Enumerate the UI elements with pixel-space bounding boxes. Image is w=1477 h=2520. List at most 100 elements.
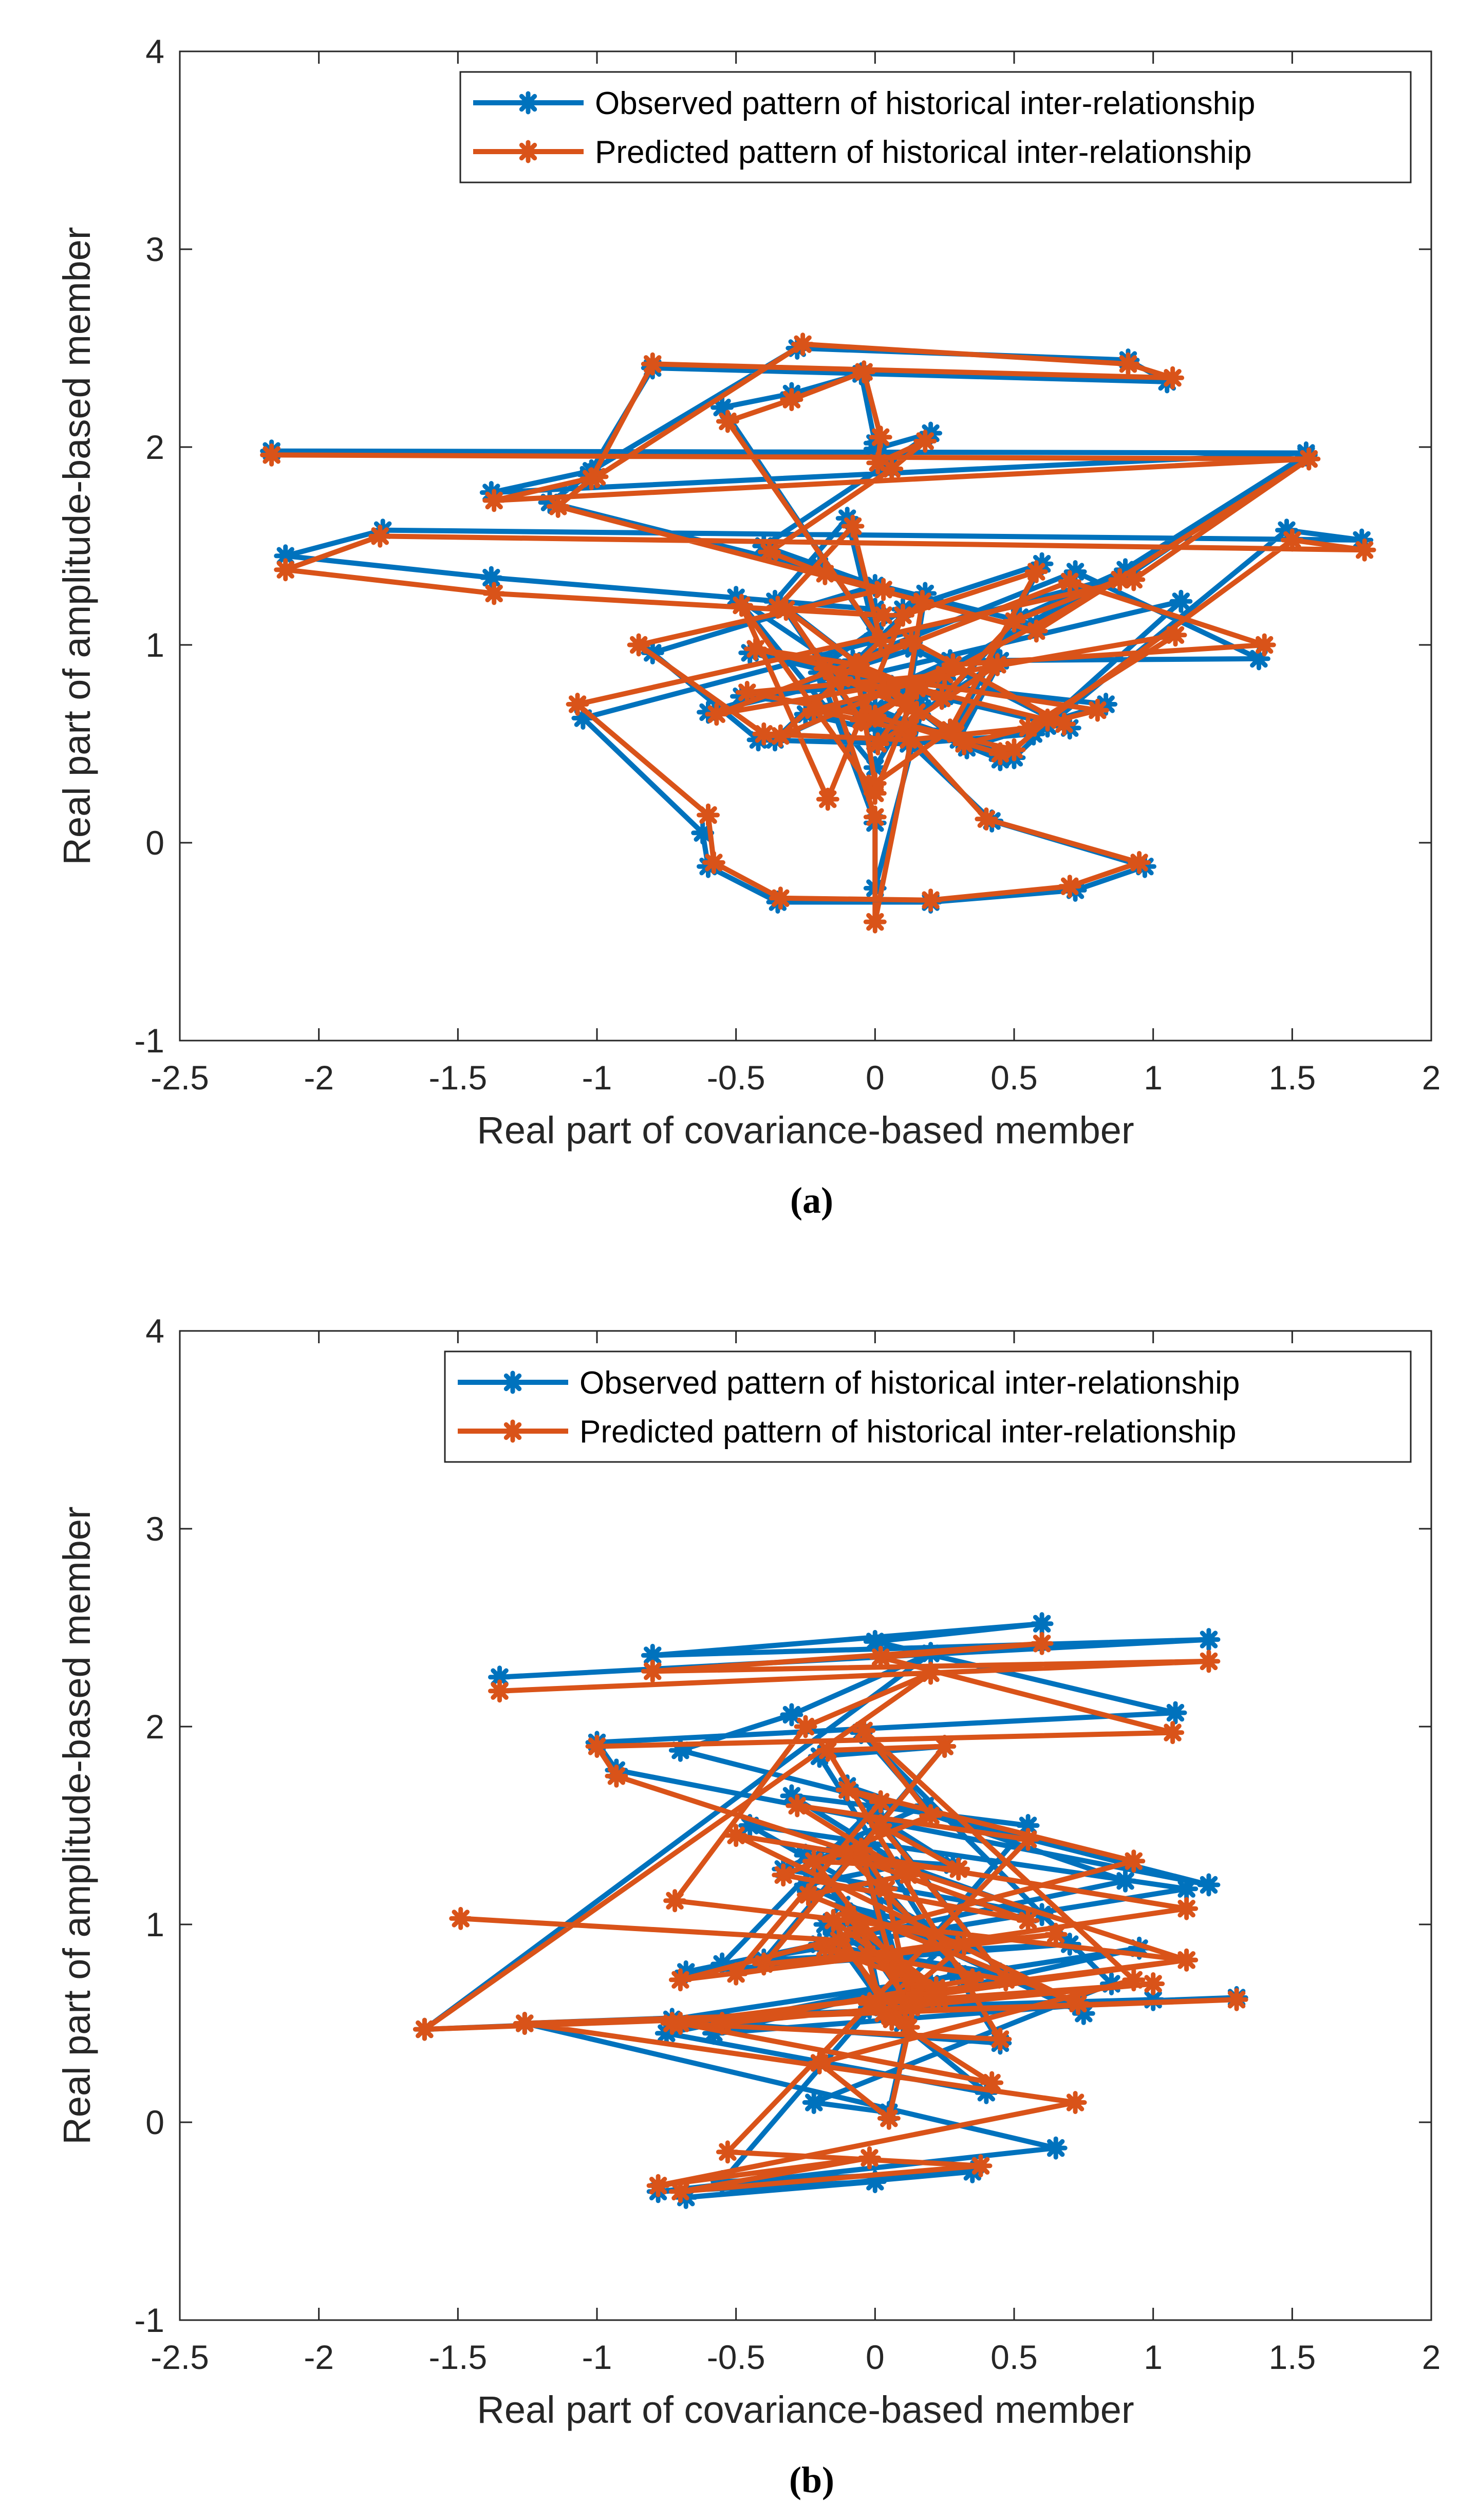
observed-point <box>1172 592 1190 610</box>
predicted-point <box>855 1721 873 1740</box>
predicted-point <box>818 790 837 808</box>
observed-point <box>1046 2139 1065 2157</box>
predicted-point <box>727 1826 745 1845</box>
predicted-point <box>1069 1994 1088 2013</box>
predicted-point <box>782 391 801 409</box>
predicted-point <box>861 2148 879 2167</box>
predicted-point <box>818 1741 837 1759</box>
predicted-point <box>1177 1899 1196 1918</box>
predicted-point <box>1038 711 1057 729</box>
predicted-point <box>874 606 893 624</box>
predicted-point <box>874 2004 893 2023</box>
predicted-point <box>805 701 823 719</box>
predicted-point <box>1005 612 1023 631</box>
predicted-point <box>922 1806 940 1825</box>
predicted-point <box>899 731 918 749</box>
predicted-point <box>671 1971 689 1989</box>
predicted-point <box>902 632 921 650</box>
predicted-point <box>949 1860 968 1878</box>
x-tick-label: -0.5 <box>707 2338 765 2376</box>
predicted-point <box>991 2030 1009 2048</box>
x-tick-label: -1.5 <box>428 2338 487 2376</box>
predicted-point <box>788 1796 807 1815</box>
predicted-point <box>866 913 884 931</box>
predicted-point <box>1125 1971 1143 1989</box>
predicted-point <box>991 745 1009 763</box>
predicted-point <box>874 580 893 599</box>
predicted-point <box>1060 877 1079 896</box>
predicted-point <box>846 656 865 674</box>
predicted-point <box>883 459 901 478</box>
y-tick-label: 4 <box>145 1312 164 1350</box>
predicted-point <box>896 695 915 714</box>
predicted-point <box>899 2018 918 2036</box>
predicted-point <box>1046 1925 1065 1943</box>
predicted-point <box>941 721 960 739</box>
figure-caption: (a) <box>790 1180 833 1221</box>
x-tick-label: 0.5 <box>990 2338 1038 2376</box>
predicted-point <box>852 711 870 729</box>
predicted-point <box>857 1945 876 1963</box>
predicted-point <box>643 1662 662 1680</box>
x-axis-label: Real part of covariance-based member <box>477 1109 1134 1152</box>
predicted-point <box>671 2014 689 2033</box>
predicted-point <box>916 432 934 451</box>
x-tick-label: 2 <box>1422 2338 1441 2376</box>
predicted-point <box>1019 1911 1037 1930</box>
predicted-point <box>1027 622 1045 640</box>
predicted-point <box>755 1955 773 1973</box>
x-tick-label: -1 <box>582 1059 612 1097</box>
predicted-point <box>877 1880 895 1898</box>
predicted-point <box>944 656 962 674</box>
x-axis-label: Real part of covariance-based member <box>477 2388 1134 2431</box>
x-tick-label: 1.5 <box>1268 1059 1316 1097</box>
y-tick-label: 0 <box>145 2103 164 2141</box>
predicted-point <box>771 889 790 907</box>
predicted-point <box>794 335 812 354</box>
y-tick-label: 3 <box>145 230 164 268</box>
predicted-point <box>871 632 890 650</box>
predicted-point <box>871 428 890 447</box>
predicted-point <box>871 1648 890 1666</box>
predicted-point <box>1164 368 1182 387</box>
x-tick-label: -0.5 <box>707 1059 765 1097</box>
observed-point <box>805 2093 823 2112</box>
predicted-point <box>866 808 884 826</box>
y-axis-label: Real part of amplitude-based member <box>55 1506 98 2144</box>
predicted-point <box>1055 715 1073 733</box>
x-tick-label: -2 <box>304 2338 334 2376</box>
panel-b: -2.5 -2 -1.5 -1 -0.5 0 0.5 1 1.5 2-101234Real par… <box>55 1312 1441 2500</box>
predicted-point <box>485 584 503 603</box>
predicted-point <box>1255 636 1274 654</box>
predicted-point <box>866 784 884 803</box>
y-tick-label: -1 <box>134 1022 164 1060</box>
predicted-point <box>816 659 834 678</box>
x-tick-label: -2.5 <box>151 2338 209 2376</box>
predicted-point <box>838 1781 856 1799</box>
y-tick-label: 4 <box>145 32 164 70</box>
predicted-point <box>1119 355 1137 373</box>
y-tick-label: 3 <box>145 1510 164 1548</box>
y-tick-label: -1 <box>134 2301 164 2339</box>
predicted-point <box>771 727 790 745</box>
observed-point <box>482 568 500 587</box>
predicted-point <box>1066 2093 1085 2112</box>
predicted-point <box>1164 1724 1182 1742</box>
predicted-point <box>1130 854 1149 872</box>
predicted-point <box>913 592 931 610</box>
predicted-point <box>607 1767 626 1785</box>
predicted-point <box>1355 541 1374 559</box>
observed-point <box>1200 1876 1218 1894</box>
predicted-point <box>515 2014 534 2033</box>
predicted-point <box>922 1664 940 1682</box>
legend-label: Predicted pattern of historical inter-re… <box>595 135 1252 170</box>
observed-point <box>1166 1703 1185 1722</box>
predicted-point <box>861 1994 879 2013</box>
predicted-point <box>1033 1634 1051 1653</box>
predicted-point <box>869 735 887 753</box>
y-tick-label: 1 <box>145 626 164 664</box>
x-tick-label: 2 <box>1422 1059 1441 1097</box>
legend-label: Observed pattern of historical inter-rel… <box>579 1365 1240 1401</box>
predicted-point <box>983 2073 1001 2092</box>
predicted-point <box>908 679 926 698</box>
